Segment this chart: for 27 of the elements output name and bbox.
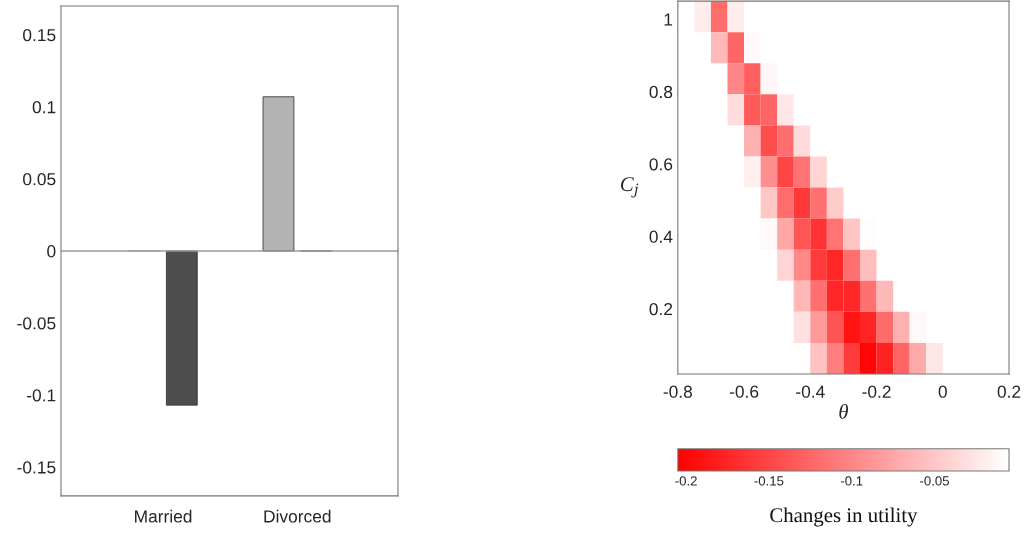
color-bar-label: -0.1 xyxy=(840,476,863,486)
y-tick-label: -0.1 xyxy=(27,389,56,402)
y-tick-label: 1 xyxy=(664,13,673,26)
color-bar-label: -0.2 xyxy=(675,476,697,486)
y-tick-label: -0.05 xyxy=(17,317,56,330)
y-tick-label: -0.15 xyxy=(17,461,56,474)
x-tick-label: -0.8 xyxy=(663,385,693,398)
y-tick-label: 0.2 xyxy=(649,302,673,316)
color-bar-label: -0.15 xyxy=(754,476,784,486)
y-tick-label: 0.8 xyxy=(649,85,673,99)
y-tick-label: 0.6 xyxy=(649,158,673,171)
x-tick-label: Married xyxy=(135,509,192,523)
x-tick-label: -0.4 xyxy=(796,385,825,398)
x-tick-label: -0.6 xyxy=(729,385,759,398)
x-tick-label: -0.2 xyxy=(862,385,891,398)
x-axis-title: θ xyxy=(839,403,849,419)
y-tick-label: 0.1 xyxy=(32,101,56,114)
y-axis-title: C$_{j}$ xyxy=(620,177,639,198)
y-tick-label: 0.15 xyxy=(23,28,56,42)
x-tick-label: 0.2 xyxy=(997,385,1021,398)
y-tick-label: 0 xyxy=(47,245,56,258)
y-tick-label: 0.05 xyxy=(23,173,56,186)
x-tick-label: 0 xyxy=(938,385,947,398)
color-bar-label: -0.05 xyxy=(920,476,949,486)
color-bar-title: Changes in utility xyxy=(770,507,918,527)
y-tick-label: 0.4 xyxy=(649,230,673,243)
x-tick-label: Divorced xyxy=(264,509,331,523)
